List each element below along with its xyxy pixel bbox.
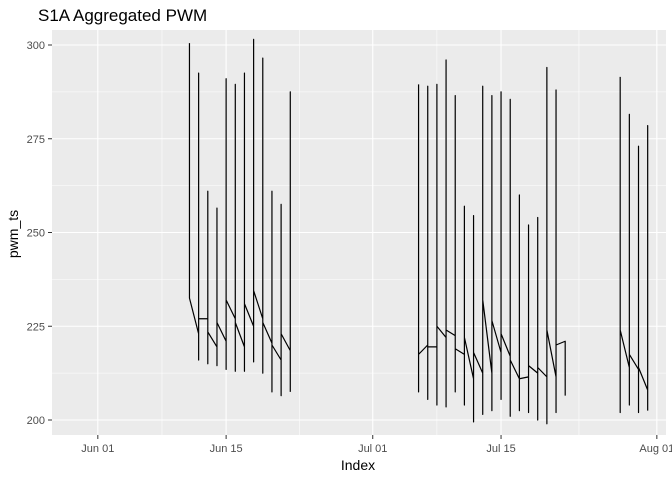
y-tick-label: 200 (27, 415, 45, 427)
series-line-2 (417, 59, 566, 425)
y-tick-label: 225 (27, 321, 45, 333)
x-tick-label: Jul 01 (358, 443, 387, 455)
x-tick-label: Jul 15 (486, 443, 515, 455)
y-tick-label: 250 (27, 228, 45, 240)
x-tick-label: Jun 15 (210, 443, 243, 455)
series-line-1 (188, 38, 291, 397)
x-tick-label: Jun 01 (81, 443, 114, 455)
y-tick-label: 300 (27, 40, 45, 52)
x-axis-title: Index (341, 457, 375, 473)
y-axis: 200 225 250 275 300 (27, 40, 52, 427)
chart-title: S1A Aggregated PWM (38, 6, 207, 25)
y-tick-label: 275 (27, 134, 45, 146)
x-axis: Jun 01 Jun 15 Jul 01 Jul 15 Aug 01 (81, 435, 672, 455)
x-tick-label: Aug 01 (639, 443, 672, 455)
series-layer (188, 38, 649, 425)
y-axis-title: pwm_ts (5, 210, 21, 258)
series-line-3 (619, 76, 649, 414)
